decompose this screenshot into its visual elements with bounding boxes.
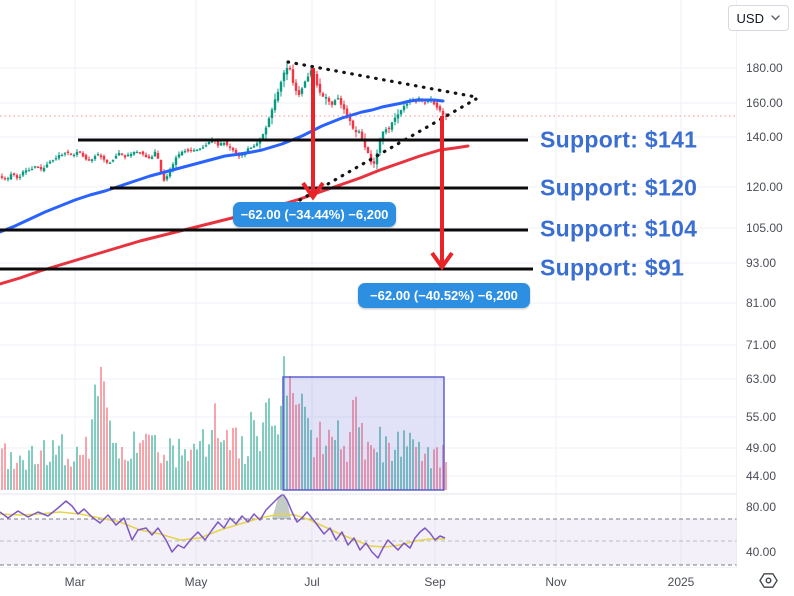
time-tick-label: May [184, 575, 208, 589]
price-tick-label: 180.00 [746, 61, 783, 75]
currency-selector-button[interactable]: USD [727, 5, 789, 31]
time-axis[interactable]: Mar May Jul Sep Nov 2025 [0, 568, 794, 596]
rsi-signal-line [0, 511, 445, 548]
rsi-line [0, 493, 446, 559]
price-tick-label: 120.00 [746, 180, 783, 194]
time-tick-label: Nov [545, 575, 567, 589]
volume-selection-box [282, 376, 445, 491]
candles-layer [0, 62, 448, 182]
price-range-callout-1[interactable]: −62.00 (−34.44%) −6,200 [233, 202, 396, 227]
tradingview-eye-icon[interactable] [756, 569, 780, 591]
time-tick-label: Jul [304, 575, 320, 589]
arrows-layer [301, 68, 454, 271]
currency-label: USD [736, 10, 764, 26]
price-tick-label: 80.00 [746, 500, 777, 514]
price-tick-label: 160.00 [746, 96, 783, 110]
support-label-104: Support: $104 [540, 215, 698, 242]
support-label-141: Support: $141 [540, 126, 698, 153]
ma-fast-blue-line [0, 98, 445, 234]
time-tick-label: Mar [64, 575, 86, 589]
price-tick-label: 71.00 [746, 338, 777, 352]
price-tick-label: 49.00 [746, 441, 777, 455]
price-tick-label: 105.00 [746, 221, 783, 235]
chevron-down-icon [771, 15, 780, 21]
price-axis[interactable]: 180.00 160.00 140.00 120.00 105.00 93.00 81.00… [737, 0, 794, 568]
support-label-120: Support: $120 [540, 174, 698, 201]
time-tick-label: 2025 [667, 575, 695, 589]
volume-layer [1, 356, 447, 490]
support-label-91: Support: $91 [540, 254, 685, 281]
price-tick-label: 93.00 [746, 256, 777, 270]
price-tick-label: 140.00 [746, 130, 783, 144]
price-tick-label: 81.00 [746, 296, 777, 310]
triangle-pattern-layer [286, 60, 478, 206]
price-tick-label: 44.00 [746, 469, 777, 483]
price-tick-label: 55.00 [746, 410, 777, 424]
rsi-layer [0, 493, 737, 566]
price-tick-label: 63.00 [746, 372, 777, 386]
time-tick-label: Sep [424, 575, 446, 589]
price-range-callout-2[interactable]: −62.00 (−40.52%) −6,200 [358, 283, 530, 308]
price-tick-label: 40.00 [746, 545, 777, 559]
